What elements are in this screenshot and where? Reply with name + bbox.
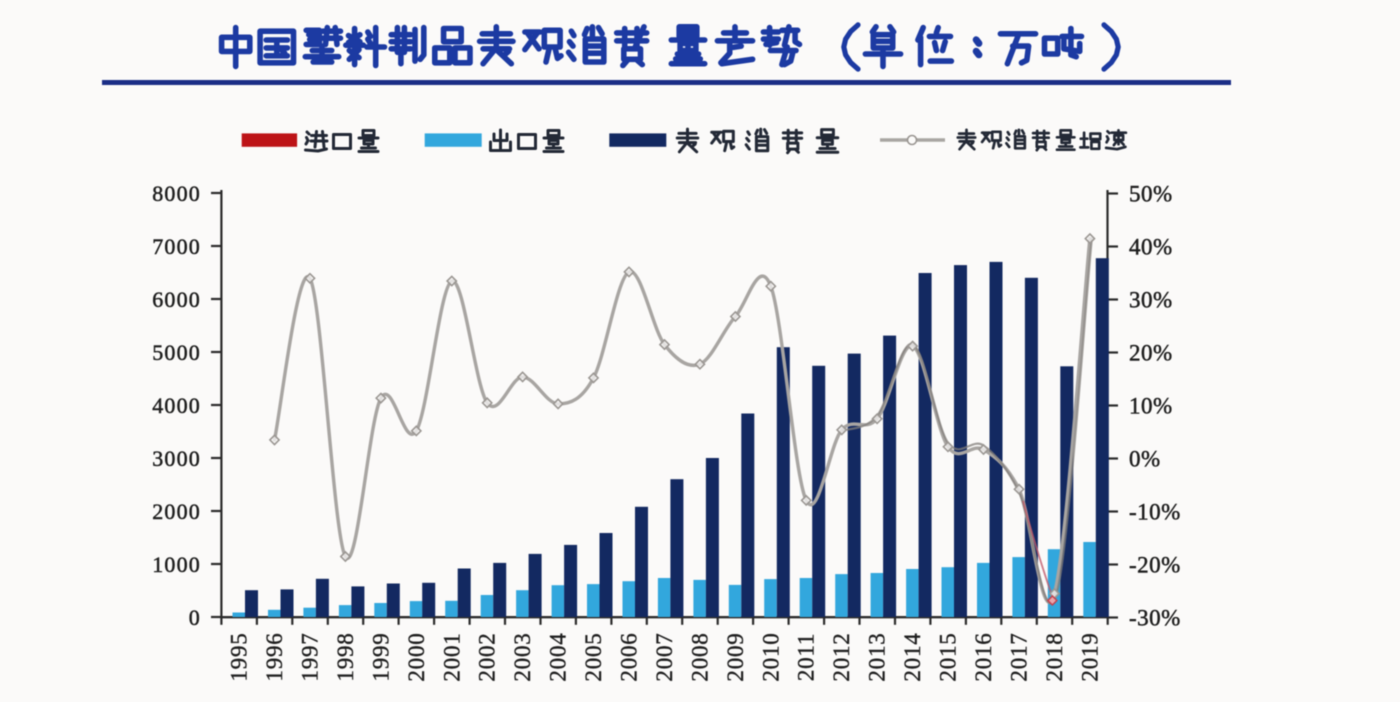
svg-text:0%: 0% bbox=[1129, 447, 1161, 472]
svg-text:0: 0 bbox=[189, 605, 201, 630]
svg-text:8000: 8000 bbox=[152, 181, 201, 206]
svg-text:2017: 2017 bbox=[1007, 632, 1032, 681]
svg-text:-20%: -20% bbox=[1129, 553, 1181, 578]
svg-text:2014: 2014 bbox=[900, 632, 925, 681]
svg-text:1996: 1996 bbox=[262, 632, 287, 681]
svg-text:30%: 30% bbox=[1129, 288, 1173, 313]
svg-text:50%: 50% bbox=[1129, 182, 1173, 207]
svg-text:2018: 2018 bbox=[1042, 632, 1067, 681]
svg-text:2000: 2000 bbox=[152, 499, 201, 524]
svg-text:2007: 2007 bbox=[652, 632, 677, 681]
svg-text:4000: 4000 bbox=[152, 393, 201, 418]
svg-text:2011: 2011 bbox=[794, 633, 819, 681]
svg-text:2002: 2002 bbox=[475, 632, 500, 681]
svg-text:2003: 2003 bbox=[510, 632, 535, 681]
svg-text:1000: 1000 bbox=[152, 552, 201, 577]
svg-text:2009: 2009 bbox=[723, 632, 748, 681]
svg-text:2012: 2012 bbox=[829, 632, 854, 681]
svg-text:1999: 1999 bbox=[368, 632, 393, 681]
svg-text:20%: 20% bbox=[1129, 341, 1173, 366]
svg-text:2004: 2004 bbox=[546, 632, 571, 681]
svg-text:2010: 2010 bbox=[758, 632, 783, 681]
svg-text:1997: 1997 bbox=[297, 632, 322, 681]
svg-text:2019: 2019 bbox=[1077, 632, 1102, 681]
svg-text:2000: 2000 bbox=[404, 632, 429, 681]
svg-text:2008: 2008 bbox=[687, 632, 712, 681]
svg-text:-10%: -10% bbox=[1129, 500, 1181, 525]
svg-text:2006: 2006 bbox=[617, 632, 642, 681]
svg-text:1995: 1995 bbox=[227, 632, 252, 681]
svg-text:7000: 7000 bbox=[152, 234, 201, 259]
svg-text:6000: 6000 bbox=[152, 287, 201, 312]
svg-text:40%: 40% bbox=[1129, 235, 1173, 260]
svg-text:3000: 3000 bbox=[152, 446, 201, 471]
svg-text:2001: 2001 bbox=[439, 632, 464, 681]
svg-text:10%: 10% bbox=[1129, 394, 1173, 419]
svg-text:2016: 2016 bbox=[971, 632, 996, 681]
svg-text:2005: 2005 bbox=[581, 632, 606, 681]
svg-text:5000: 5000 bbox=[152, 340, 201, 365]
svg-text:2015: 2015 bbox=[936, 632, 961, 681]
svg-text:2013: 2013 bbox=[865, 632, 890, 681]
svg-text:1998: 1998 bbox=[333, 632, 358, 681]
svg-text:-30%: -30% bbox=[1129, 606, 1181, 631]
